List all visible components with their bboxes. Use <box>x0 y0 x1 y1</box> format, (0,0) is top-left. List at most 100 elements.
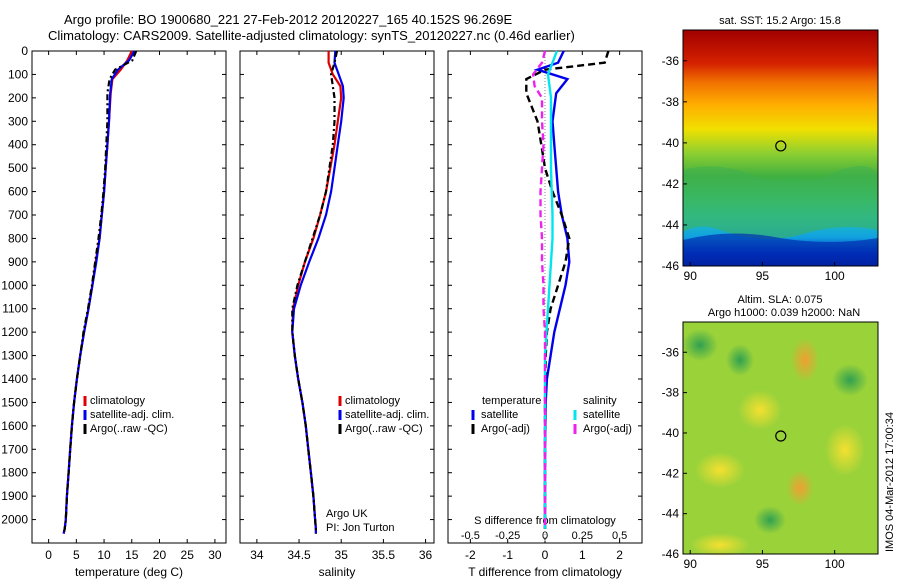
x-tick-label: 5 <box>73 548 80 562</box>
y-tick-label: 300 <box>8 114 28 128</box>
map-y-tick-label: -40 <box>662 136 680 150</box>
map-x-tick-label: 90 <box>684 269 698 283</box>
x-tick-label-top: -0.25 <box>495 530 520 542</box>
y-tick-label: 0 <box>21 44 28 58</box>
sla-blob <box>825 424 865 476</box>
sst-map-deep-blue <box>683 233 878 266</box>
x-tick-label: 1 <box>579 548 586 562</box>
map-y-tick-label: -36 <box>662 54 680 68</box>
x-tick-label: 10 <box>97 548 111 562</box>
legend-label: Argo(-adj) <box>481 423 530 435</box>
legend-label: Argo(-adj) <box>583 423 632 435</box>
legend-header: salinity <box>583 395 617 407</box>
map-y-tick-label: -38 <box>662 95 680 109</box>
y-tick-label: 1500 <box>1 395 28 409</box>
temperature-plot-frame <box>31 50 227 544</box>
x-tick-label: -2 <box>465 548 476 562</box>
x-tick-label: 15 <box>125 548 139 562</box>
sst-map-cold-tongue <box>683 166 878 239</box>
map-x-tick-label: 95 <box>756 557 770 571</box>
sla-map-title: Altim. SLA: 0.075 <box>738 294 823 306</box>
sla-blob <box>791 338 819 382</box>
map-x-tick-label: 95 <box>756 269 770 283</box>
y-tick-label: 100 <box>8 67 28 81</box>
sla-blob <box>832 364 868 396</box>
sla-blob <box>726 344 754 376</box>
y-tick-label: 1700 <box>1 442 28 456</box>
figure-title-line2: Climatology: CARS2009. Satellite-adjuste… <box>48 28 575 43</box>
map-y-tick-label: -42 <box>662 466 680 480</box>
y-tick-label: 700 <box>8 208 28 222</box>
y-tick-label: 1900 <box>1 489 28 503</box>
map-y-tick-label: -36 <box>662 345 680 359</box>
y-tick-label: 1800 <box>1 466 28 480</box>
x-tick-label: -1 <box>502 548 513 562</box>
map-y-tick-label: -44 <box>662 218 680 232</box>
map-x-tick-label: 100 <box>825 269 845 283</box>
legend-label: satellite <box>481 409 518 421</box>
x-tick-label-top: 0.25 <box>572 530 593 542</box>
figure-title-line1: Argo profile: BO 1900680_221 27-Feb-2012… <box>64 12 513 27</box>
sla-map-border <box>682 321 879 555</box>
sla-blob <box>738 390 782 430</box>
legend-label: climatology <box>90 395 146 407</box>
y-tick-label: 2000 <box>1 513 28 527</box>
y-tick-label: 1000 <box>1 278 28 292</box>
sla-blob <box>682 329 718 361</box>
sla-map-subtitle: Argo h1000: 0.039 h2000: NaN <box>708 307 860 319</box>
map-x-tick-label: 100 <box>825 557 845 571</box>
legend-label: satellite-adj. clim. <box>90 409 174 421</box>
x-tick-label-top: 0 <box>542 530 548 542</box>
y-tick-label: 900 <box>8 255 28 269</box>
map-y-tick-label: -46 <box>662 259 680 273</box>
x-tick-label: 35 <box>335 548 349 562</box>
x-tick-label: 36 <box>419 548 433 562</box>
series-line <box>291 50 339 534</box>
x-tick-label: 0 <box>45 548 52 562</box>
y-tick-label: 1400 <box>1 372 28 386</box>
x-axis-label: temperature (deg C) <box>75 565 183 579</box>
x-tick-label: 35.5 <box>372 548 396 562</box>
sla-blob <box>754 506 786 534</box>
x-tick-label: 34.5 <box>287 548 311 562</box>
y-tick-label: 200 <box>8 91 28 105</box>
y-tick-label: 1200 <box>1 325 28 339</box>
x-tick-label-top: 0.5 <box>612 530 627 542</box>
sla-map <box>682 321 879 557</box>
legend-label: Argo(..raw -QC) <box>345 423 423 435</box>
sst-map <box>682 29 879 267</box>
series-line <box>62 50 138 534</box>
legend-label: climatology <box>345 395 401 407</box>
float-info-line2: PI: Jon Turton <box>326 522 394 534</box>
y-tick-label: 600 <box>8 185 28 199</box>
x-tick-label: 0 <box>542 548 549 562</box>
x-tick-label: 34 <box>250 548 264 562</box>
x-tick-label: 30 <box>208 548 222 562</box>
imos-attribution: IMOS 04-Mar-2012 17:00:34 <box>884 412 896 552</box>
sst-map-argo-position-marker <box>775 140 787 152</box>
x-tick-label: 2 <box>616 548 623 562</box>
y-tick-label: 1300 <box>1 349 28 363</box>
sla-map-argo-position-marker <box>775 430 787 442</box>
map-x-tick-label: 90 <box>684 557 698 571</box>
legend-label: Argo(..raw -QC) <box>90 423 168 435</box>
legend-label: satellite-adj. clim. <box>345 409 429 421</box>
map-y-tick-label: -44 <box>662 507 680 521</box>
sst-map-border <box>682 29 879 267</box>
map-y-tick-label: -46 <box>662 547 680 561</box>
x-tick-label: 25 <box>181 548 195 562</box>
legend-header: temperature <box>482 395 541 407</box>
chart-marks-layer: 0100200300400500600700800900100011001200… <box>1 44 845 579</box>
sst-map-title: sat. SST: 15.2 Argo: 15.8 <box>719 15 841 27</box>
sla-blob <box>695 452 745 488</box>
y-tick-label: 1600 <box>1 419 28 433</box>
map-y-tick-label: -42 <box>662 177 680 191</box>
x-axis-label: T difference from climatology <box>468 565 622 579</box>
map-y-tick-label: -38 <box>662 386 680 400</box>
legend-label: satellite <box>583 409 620 421</box>
x-tick-label-top: -0.5 <box>461 530 480 542</box>
y-tick-label: 500 <box>8 161 28 175</box>
y-tick-label: 1100 <box>2 302 28 316</box>
y-tick-label: 400 <box>8 138 28 152</box>
